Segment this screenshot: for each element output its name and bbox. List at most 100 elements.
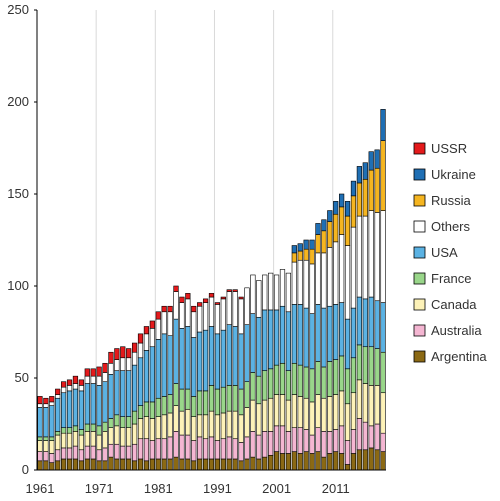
bar-australia-1974	[114, 443, 120, 460]
bar-usa-2001	[273, 309, 280, 366]
bar-others-1995	[238, 298, 244, 335]
bar-canada-1968	[78, 434, 84, 451]
bar-australia-2000	[268, 431, 274, 456]
bar-france-1995	[238, 388, 244, 416]
legend-label-usa: USA	[431, 245, 458, 260]
bar-australia-1967	[72, 445, 79, 460]
legend: USSR Ukraine Russia Others USA France Canada Au…	[413, 141, 487, 364]
bar-others-1989	[202, 302, 209, 331]
bar-australia-1978	[137, 438, 144, 460]
bar-canada-1961	[37, 440, 43, 452]
bar-australia-1965	[61, 447, 67, 460]
bar-others-1987	[191, 311, 197, 338]
bar-canada-1988	[197, 414, 203, 438]
bar-australia-1982	[161, 438, 167, 460]
bar-canada-1993	[226, 410, 232, 438]
bar-france-1964	[55, 431, 61, 436]
bar-argentina-1995	[238, 460, 244, 471]
bar-argentina-1984	[173, 456, 179, 471]
legend-label-argentina: Argentina	[431, 349, 487, 364]
y-tick-labels: 0 50 100 150 200 250	[7, 2, 37, 477]
bar-argentina-2010	[327, 453, 333, 471]
bar-ukraine-2008	[315, 223, 321, 235]
bar-usa-2008	[315, 304, 321, 362]
bar-france-1982	[161, 396, 167, 416]
legend-label-australia: Australia	[431, 323, 482, 338]
x-tick-label-1961: 1961	[26, 481, 55, 496]
bar-usa-1977	[131, 364, 138, 412]
x-tick-label-1981: 1981	[144, 481, 173, 496]
bar-australia-2009	[321, 431, 327, 458]
bar-argentina-1981	[155, 458, 161, 471]
x-tick-label-1971: 1971	[85, 481, 114, 496]
bar-australia-1997	[250, 431, 256, 458]
bar-others-1965	[61, 386, 67, 394]
bar-argentina-1996	[244, 458, 250, 471]
bar-argentina-1965	[61, 458, 67, 471]
bar-usa-1997	[250, 313, 256, 373]
bar-france-1989	[202, 390, 209, 416]
bar-argentina-1968	[78, 460, 84, 471]
bar-usa-1966	[66, 390, 73, 428]
bar-others-1999	[262, 274, 268, 311]
bar-usa-1984	[173, 318, 179, 384]
bar-usa-1990	[208, 326, 215, 386]
bar-argentina-2007	[309, 453, 315, 471]
bar-usa-1989	[202, 329, 209, 392]
bar-usa-1964	[55, 397, 61, 432]
legend-label-canada: Canada	[431, 297, 477, 312]
bar-ukraine-2016	[362, 162, 368, 180]
bar-others-1977	[131, 351, 138, 366]
bar-others-2005	[297, 259, 303, 305]
bar-russia-2016	[362, 178, 368, 217]
bar-russia-2007	[309, 248, 315, 265]
bar-russia-2015	[356, 182, 362, 217]
bar-ukraine-2006	[303, 239, 309, 250]
bar-ussr-1967	[72, 375, 79, 384]
bar-usa-1968	[78, 390, 84, 430]
bar-ussr-1987	[191, 305, 197, 313]
bar-france-1961	[37, 436, 43, 441]
bar-argentina-1979	[143, 460, 150, 471]
bar-canada-1987	[191, 416, 197, 441]
bar-ussr-1976	[126, 348, 132, 359]
bar-ussr-1985	[179, 296, 185, 303]
bar-france-2007	[309, 368, 315, 403]
bar-ukraine-2014	[350, 180, 357, 197]
bar-france-2006	[303, 366, 309, 399]
bar-australia-1995	[238, 442, 244, 462]
bar-usa-2014	[350, 307, 357, 359]
bar-australia-1996	[244, 436, 250, 460]
legend-swatch-usa	[413, 246, 426, 259]
bar-australia-1993	[226, 436, 232, 460]
bar-others-2006	[303, 259, 309, 309]
bar-canada-1996	[244, 407, 250, 438]
bar-australia-2019	[380, 432, 386, 452]
bar-australia-2014	[350, 429, 357, 454]
y-tick-label-50: 50	[15, 370, 29, 385]
bar-argentina-1987	[191, 460, 197, 471]
bar-canada-2014	[350, 392, 357, 430]
bar-australia-1985	[179, 434, 185, 460]
bar-others-1982	[161, 311, 167, 335]
bar-canada-2005	[297, 396, 303, 428]
bar-ukraine-2010	[327, 210, 333, 222]
bar-argentina-2004	[291, 451, 297, 471]
bar-france-2015	[356, 344, 362, 381]
bar-france-1993	[226, 385, 232, 412]
bar-russia-2004	[291, 252, 297, 263]
bar-others-2010	[327, 247, 333, 307]
bar-others-1979	[143, 333, 150, 351]
bar-usa-1998	[256, 316, 262, 377]
bar-australia-1963	[49, 453, 55, 463]
bar-canada-1975	[120, 427, 126, 447]
bar-france-2008	[315, 361, 321, 395]
bar-ukraine-2018	[374, 149, 380, 169]
bar-australia-2007	[309, 434, 315, 454]
bar-argentina-1988	[197, 458, 203, 471]
bar-canada-1977	[131, 423, 138, 445]
bar-canada-1985	[179, 410, 185, 436]
bar-canada-1978	[137, 418, 144, 440]
bar-france-1974	[114, 414, 120, 427]
bar-france-1963	[49, 436, 55, 441]
